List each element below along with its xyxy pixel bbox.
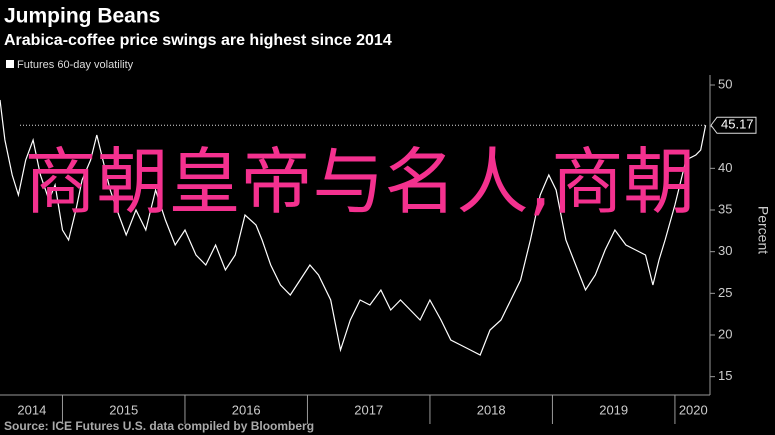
y-tick-label: 30 [718, 243, 732, 258]
x-tick-label: 2018 [477, 402, 506, 417]
y-tick-label: 20 [718, 326, 732, 341]
y-tick-label: 15 [718, 368, 732, 383]
series-line [0, 99, 707, 356]
y-tick-label: 35 [718, 201, 732, 216]
legend-swatch [6, 60, 14, 68]
x-tick-label: 2015 [109, 402, 138, 417]
x-tick-label: 2019 [599, 402, 628, 417]
y-tick-label: 40 [718, 160, 732, 175]
y-tick-label: 50 [718, 76, 732, 91]
x-tick-label: 2020 [679, 402, 708, 417]
y-axis-label: Percent [755, 206, 771, 254]
overlay-text: 商朝皇帝与名人,商朝 [24, 140, 696, 224]
annotation-label: 45.17 [721, 117, 754, 132]
y-tick-label: 25 [718, 285, 732, 300]
x-tick-label: 2016 [232, 402, 261, 417]
chart-subtitle: Arabica-coffee price swings are highest … [4, 32, 392, 49]
legend-label: Futures 60-day volatility [17, 59, 134, 71]
chart-title: Jumping Beans [4, 5, 160, 28]
annotation-box [710, 116, 757, 134]
source: Source: ICE Futures U.S. data compiled b… [4, 419, 314, 433]
x-tick-label: 2014 [17, 402, 46, 417]
x-tick-label: 2017 [354, 402, 383, 417]
